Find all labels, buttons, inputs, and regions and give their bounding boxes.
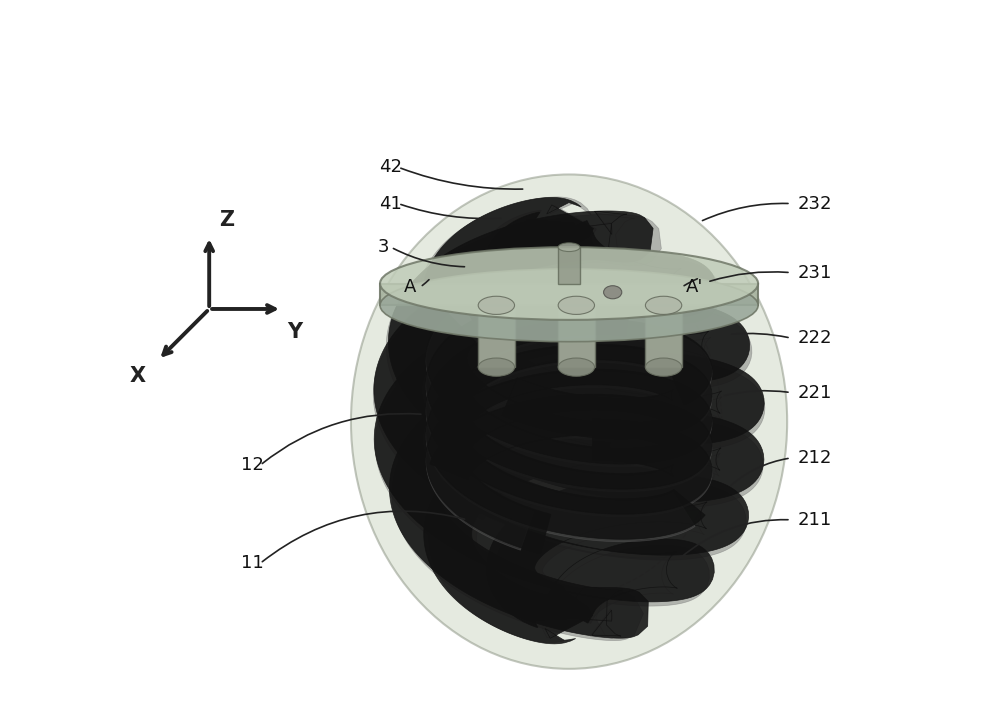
Polygon shape	[374, 220, 749, 627]
Polygon shape	[373, 220, 746, 625]
Ellipse shape	[478, 358, 515, 377]
Text: 11: 11	[241, 555, 264, 572]
Text: 3: 3	[378, 238, 389, 256]
Ellipse shape	[380, 247, 758, 320]
Ellipse shape	[558, 358, 595, 377]
Text: 211: 211	[798, 511, 832, 529]
Text: 42: 42	[379, 158, 402, 176]
Text: Z: Z	[219, 210, 234, 230]
Ellipse shape	[478, 297, 515, 314]
Polygon shape	[426, 347, 712, 542]
Text: X: X	[129, 366, 145, 386]
Polygon shape	[389, 198, 764, 638]
Bar	[478, 305, 515, 367]
Polygon shape	[375, 210, 752, 624]
Ellipse shape	[380, 269, 758, 342]
Bar	[380, 284, 758, 305]
Ellipse shape	[645, 297, 682, 314]
Text: 12: 12	[241, 457, 264, 474]
Polygon shape	[426, 297, 712, 491]
Ellipse shape	[558, 297, 595, 314]
Polygon shape	[426, 305, 712, 550]
Bar	[645, 305, 682, 367]
Ellipse shape	[351, 174, 787, 669]
Text: Y: Y	[287, 322, 302, 342]
Polygon shape	[388, 211, 764, 644]
Text: 212: 212	[798, 449, 832, 467]
Text: 221: 221	[798, 384, 832, 401]
Polygon shape	[386, 213, 763, 643]
Polygon shape	[426, 344, 712, 539]
Polygon shape	[374, 212, 750, 623]
Polygon shape	[426, 321, 712, 517]
Text: 222: 222	[798, 329, 833, 347]
Polygon shape	[426, 319, 712, 514]
Polygon shape	[392, 197, 765, 640]
Polygon shape	[426, 313, 712, 554]
Ellipse shape	[604, 286, 622, 299]
Text: A: A	[404, 278, 416, 296]
Ellipse shape	[645, 358, 682, 377]
Polygon shape	[426, 294, 712, 489]
Text: 231: 231	[798, 264, 832, 281]
Text: 232: 232	[798, 195, 833, 212]
Ellipse shape	[558, 243, 580, 252]
Text: 41: 41	[380, 195, 402, 212]
Bar	[558, 247, 580, 284]
Bar	[558, 305, 595, 367]
Text: A': A'	[685, 278, 703, 296]
